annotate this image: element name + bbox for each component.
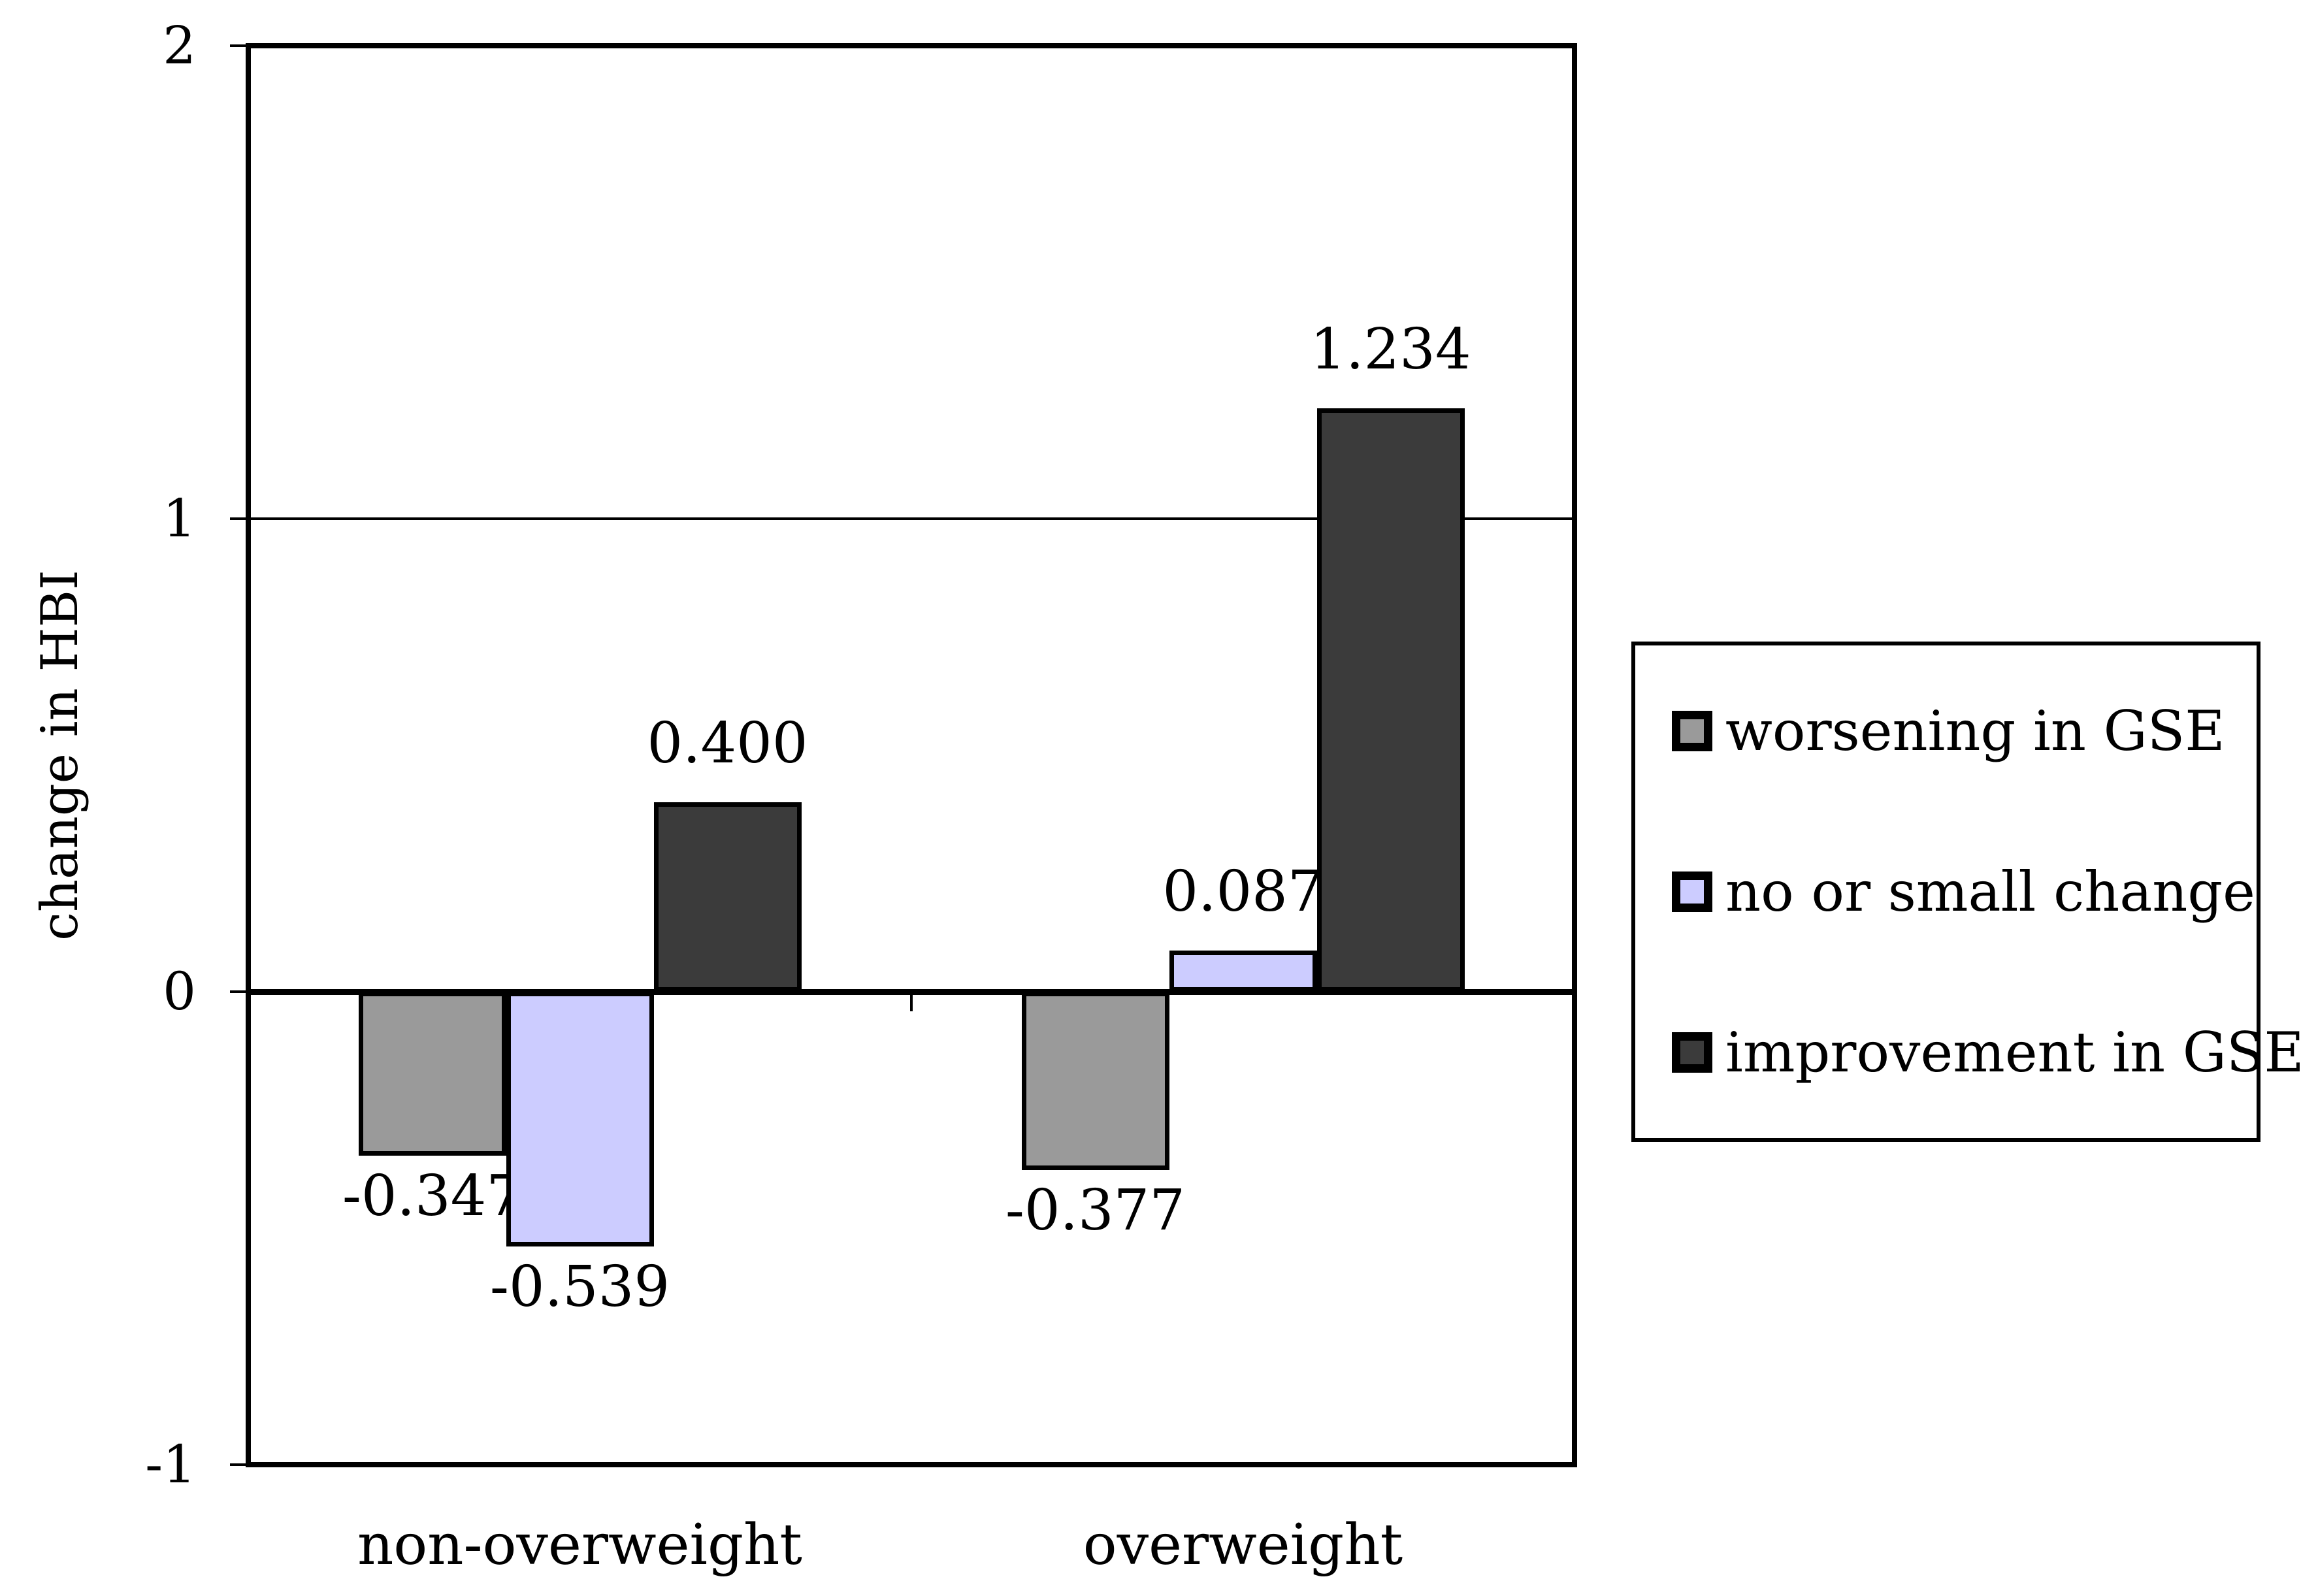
legend-item-label: worsening in GSE	[1725, 699, 2225, 763]
bar-worsening-in-gse-overweight	[1021, 992, 1169, 1170]
bar-improvement-in-gse-non-overweight	[653, 802, 802, 992]
bar-value-label: 1.234	[1310, 316, 1471, 382]
y-axis-title: change in HBI	[31, 570, 90, 941]
y-tick	[230, 1463, 248, 1466]
bar-value-label: 0.087	[1162, 859, 1324, 924]
bar-value-label: -0.347	[342, 1164, 523, 1230]
category-label-non-overweight: non-overweight	[357, 1512, 802, 1578]
y-tick	[230, 517, 248, 520]
bar-improvement-in-gse-overweight	[1316, 408, 1465, 992]
y-tick	[230, 990, 248, 993]
y-tick-label: -1	[145, 1434, 196, 1495]
legend-item-improvement-in-gse-swatch	[1672, 1032, 1712, 1073]
bar-value-label: -0.539	[489, 1254, 670, 1320]
plot-border	[246, 43, 1577, 1467]
bar-no-or-small-change-non-overweight	[506, 992, 654, 1247]
legend-item-no-or-small-change-swatch	[1672, 871, 1712, 912]
y-tick-label: 2	[163, 15, 196, 76]
legend-item-worsening-in-gse-swatch	[1672, 711, 1712, 751]
bar-value-label: 0.400	[647, 711, 808, 777]
y-tick-label: 0	[163, 961, 196, 1022]
category-label-overweight: overweight	[1083, 1512, 1403, 1578]
category-tick	[910, 992, 913, 1011]
bar-value-label: -0.377	[1005, 1177, 1186, 1243]
bar-no-or-small-change-overweight	[1169, 951, 1317, 992]
legend-item-label: improvement in GSE	[1725, 1020, 2301, 1084]
y-tick-label: 1	[163, 488, 196, 549]
legend-box: worsening in GSE no or small change improv…	[1631, 642, 2301, 1142]
bar-worsening-in-gse-non-overweight	[358, 992, 506, 1156]
major-gridline	[251, 517, 1572, 520]
legend-item-label: no or small change	[1725, 860, 2255, 924]
y-tick	[230, 44, 248, 47]
